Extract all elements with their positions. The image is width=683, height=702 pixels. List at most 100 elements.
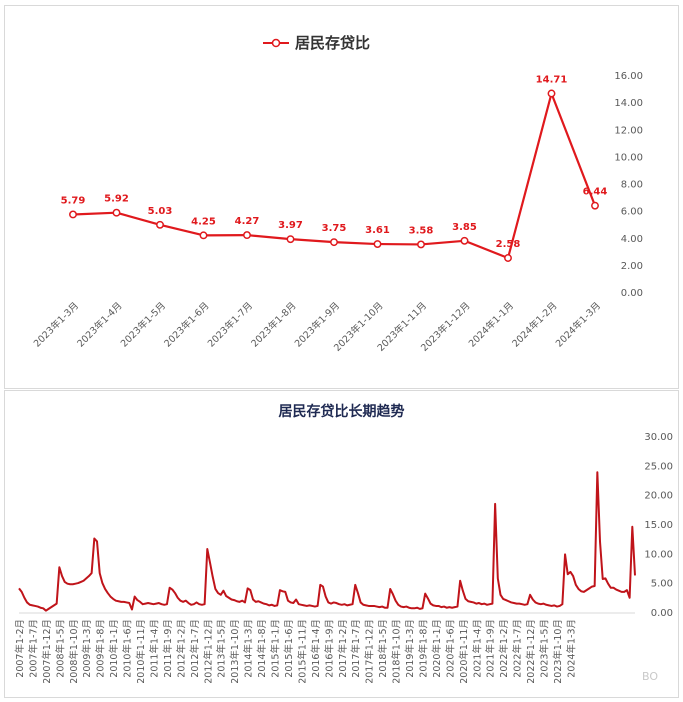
x-tick-label: 2012年1-7月 — [189, 619, 201, 678]
y-tick-label: 8.00 — [621, 180, 643, 191]
y-tick-label: 4.00 — [621, 234, 643, 245]
y-tick-label: 16.00 — [614, 71, 643, 82]
x-tick-label: 2014年1-3月 — [243, 619, 255, 678]
data-label: 5.03 — [148, 206, 173, 217]
chart-legend: 居民存贷比 — [263, 32, 370, 53]
x-tick-label: 2008年1-10月 — [68, 619, 80, 684]
data-label: 3.61 — [365, 225, 390, 236]
x-tick-label: 2023年1-9月 — [292, 300, 342, 350]
data-point — [547, 89, 556, 98]
x-tick-label: 2018年1-5月 — [377, 619, 389, 678]
short-term-line-chart: 0.00 2.00 4.00 6.00 8.00 10.00 12.00 14.00 16.00… — [31, 71, 643, 354]
x-tick-label: 2021年1-9月 — [485, 619, 497, 678]
x-tick-label: 2010年1-6月 — [122, 619, 134, 678]
watermark-text: BO — [641, 670, 658, 683]
data-label: 3.75 — [322, 223, 347, 234]
long-term-chart-panel: 居民存贷比长期趋势 0.00 5.00 10.00 15.00 20.00 25.00 30… — [4, 390, 679, 698]
y-tick-label: 0.00 — [621, 288, 643, 299]
x-tick-label: 2010年1-11月 — [135, 619, 147, 684]
data-label: 3.97 — [278, 220, 303, 231]
x-tick-label: 2021年1-4月 — [471, 619, 483, 678]
legend-label: 居民存贷比 — [295, 34, 371, 52]
data-point — [504, 254, 512, 262]
short-term-chart-panel: 居民存贷比 0.00 2.00 4.00 6.00 8.00 10.00 12.00 14.0… — [4, 5, 679, 389]
x-tick-label: 2010年1-1月 — [108, 619, 120, 678]
x-tick-label: 2024年1-1月 — [466, 300, 516, 350]
data-label: 4.25 — [191, 216, 216, 227]
data-label: 14.71 — [536, 74, 568, 85]
data-point — [112, 208, 121, 217]
x-tick-label: 2023年1-5月 — [118, 300, 168, 350]
x-tick-label: 2022年1-7月 — [512, 619, 524, 678]
data-label: 3.58 — [409, 225, 434, 236]
y-tick-label: 20.00 — [644, 491, 673, 502]
y-tick-label: 6.00 — [621, 207, 643, 218]
data-label: 4.27 — [235, 216, 260, 227]
x-tick-label: 2024年1-3月 — [553, 300, 603, 350]
data-point — [199, 231, 208, 240]
x-tick-label: 2012年1-2月 — [175, 619, 187, 678]
x-tick-label: 2023年1-3月 — [31, 300, 81, 350]
x-tick-label: 2015年1-1月 — [270, 619, 282, 678]
x-tick-label: 2023年1-7月 — [205, 300, 255, 350]
x-tick-label: 2016年1-4月 — [310, 619, 322, 678]
x-tick-label: 2017年1-7月 — [350, 619, 362, 678]
y-tick-label: 12.00 — [614, 125, 643, 136]
x-tick-label: 2019年1-3月 — [404, 619, 416, 678]
data-point — [156, 220, 164, 229]
x-tick-label: 2016年1-9月 — [323, 619, 335, 678]
x-tick-label: 2024年1-3月 — [565, 619, 577, 678]
x-tick-label: 2007年1-2月 — [14, 619, 26, 678]
y-tick-label: 25.00 — [644, 461, 673, 472]
x-tick-label: 2014年1-8月 — [256, 619, 268, 678]
data-point — [460, 236, 469, 245]
x-tick-label: 2022年1-12月 — [525, 619, 537, 684]
data-point — [591, 201, 599, 210]
y-tick-label: 2.00 — [621, 261, 643, 272]
x-tick-label: 2009年1-3月 — [81, 619, 93, 678]
y-tick-label: 10.00 — [644, 549, 673, 560]
x-tick-label: 2007年1-12月 — [41, 619, 53, 684]
x-tick-label: 2009年1-8月 — [95, 619, 107, 678]
data-point — [243, 231, 251, 240]
x-tick-label: 2020年1-11月 — [458, 619, 470, 684]
data-point — [330, 238, 338, 247]
x-tick-label: 2023年1-5月 — [539, 619, 551, 678]
long-term-line-chart: 0.00 5.00 10.00 15.00 20.00 25.00 30.00 2007年1-… — [14, 432, 673, 684]
x-tick-label: 2020年1-6月 — [444, 619, 456, 678]
data-label: 5.79 — [61, 195, 86, 206]
x-tick-label: 2017年1-12月 — [364, 619, 376, 684]
y-tick-label: 10.00 — [614, 152, 643, 163]
data-label: 6.44 — [583, 187, 608, 198]
x-tick-label: 2017年1-2月 — [337, 619, 349, 678]
chart-title: 居民存贷比长期趋势 — [278, 404, 405, 420]
x-tick-label: 2008年1-5月 — [54, 619, 66, 678]
y-tick-label: 5.00 — [651, 579, 673, 590]
x-tick-label: 2024年1-2月 — [510, 300, 560, 350]
x-tick-label: 2015年1-6月 — [283, 619, 295, 678]
x-tick-label: 2011年1-9月 — [162, 619, 174, 678]
x-tick-label: 2018年1-10月 — [391, 619, 403, 684]
x-tick-label: 2023年1-6月 — [162, 300, 212, 350]
data-label: 3.85 — [452, 222, 477, 233]
data-point — [286, 235, 295, 244]
y-tick-label: 0.00 — [651, 608, 673, 619]
x-tick-label: 2011年1-4月 — [148, 619, 160, 678]
x-tick-label: 2023年1-10月 — [552, 619, 564, 684]
y-tick-label: 15.00 — [644, 520, 673, 531]
x-tick-label: 2013年1-5月 — [216, 619, 228, 678]
series-line — [18, 471, 636, 612]
x-tick-label: 2023年1-4月 — [75, 300, 125, 350]
data-label: 2.58 — [496, 239, 521, 250]
data-point — [69, 210, 77, 219]
x-tick-label: 2020年1-1月 — [431, 619, 443, 678]
x-tick-label: 2019年1-8月 — [417, 619, 429, 678]
x-tick-label: 2007年1-7月 — [27, 619, 39, 678]
y-tick-label: 30.00 — [644, 432, 673, 443]
data-label: 5.92 — [104, 194, 129, 205]
x-tick-label: 2015年1-11月 — [296, 619, 308, 684]
x-tick-label: 2012年1-12月 — [202, 619, 214, 684]
x-tick-label: 2022年1-2月 — [498, 619, 510, 678]
data-point — [417, 240, 425, 249]
x-tick-label: 2023年1-8月 — [249, 300, 299, 350]
